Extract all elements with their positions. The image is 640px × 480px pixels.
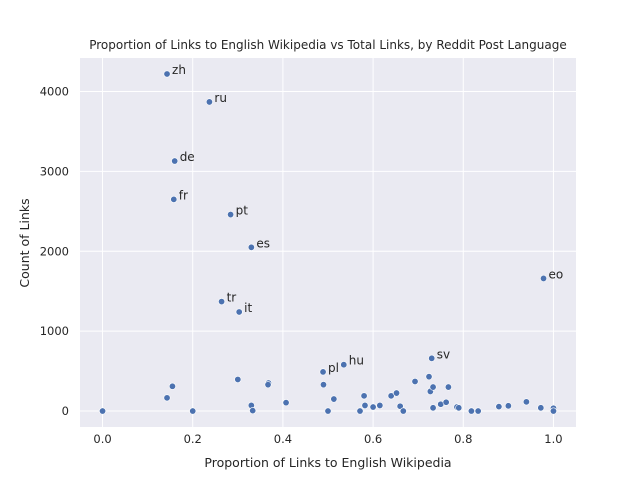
- chart-title: Proportion of Links to English Wikipedia…: [89, 38, 567, 52]
- data-point: [444, 383, 452, 391]
- data-point: [425, 373, 433, 381]
- point-label: sv: [437, 347, 450, 361]
- data-point: [411, 377, 419, 385]
- data-point: [549, 407, 557, 415]
- grid: [80, 58, 576, 427]
- data-point: [361, 401, 369, 409]
- data-point: [504, 402, 512, 410]
- point-label: ru: [214, 91, 227, 105]
- y-tick-label: 4000: [40, 85, 69, 99]
- data-point: [227, 211, 235, 219]
- data-point: [247, 243, 255, 251]
- data-point: [442, 398, 450, 406]
- y-tick-label: 1000: [40, 324, 69, 338]
- x-tick-label: 0.0: [93, 432, 111, 446]
- x-tick-label: 0.6: [364, 432, 382, 446]
- point-label: es: [256, 236, 270, 250]
- point-label: fr: [179, 188, 188, 202]
- y-axis-title: Count of Links: [17, 198, 32, 287]
- x-axis-title: Proportion of Links to English Wikipedia: [204, 455, 451, 470]
- data-point: [428, 354, 436, 362]
- data-point: [99, 407, 107, 415]
- x-tick-label: 0.2: [184, 432, 202, 446]
- data-point: [330, 395, 338, 403]
- point-label: pt: [236, 204, 249, 218]
- x-tick-labels: 0.0 0.2 0.4 0.6 0.8 1.0: [93, 432, 562, 446]
- y-tick-labels: 0 1000 2000 3000 4000: [40, 85, 69, 418]
- x-tick-label: 0.4: [274, 432, 292, 446]
- point-label: hu: [349, 354, 364, 368]
- data-point: [319, 368, 327, 376]
- data-point: [324, 407, 332, 415]
- data-point: [467, 407, 475, 415]
- point-label: de: [180, 150, 195, 164]
- data-point: [474, 407, 482, 415]
- x-tick-label: 0.8: [454, 432, 472, 446]
- y-tick-label: 3000: [40, 164, 69, 178]
- point-label: pl: [328, 361, 339, 375]
- data-point: [376, 401, 384, 409]
- y-tick-label: 2000: [40, 244, 69, 258]
- data-point: [455, 404, 463, 412]
- data-point: [235, 308, 243, 316]
- data-point: [249, 407, 257, 415]
- data-point: [396, 402, 404, 410]
- data-point: [218, 298, 226, 306]
- data-point: [537, 404, 545, 412]
- data-point: [189, 407, 197, 415]
- data-point: [356, 407, 364, 415]
- data-point: [340, 361, 348, 369]
- data-point: [264, 381, 272, 389]
- plot-background: [80, 58, 576, 427]
- data-point: [282, 399, 290, 407]
- y-tick-label: 0: [62, 404, 69, 418]
- data-point: [360, 392, 368, 400]
- data-points: [99, 70, 557, 415]
- data-point: [168, 382, 176, 390]
- point-label: zh: [172, 63, 186, 77]
- data-point: [429, 404, 437, 412]
- data-point: [170, 195, 178, 203]
- data-point: [522, 398, 530, 406]
- data-point: [234, 375, 242, 383]
- data-point: [393, 389, 401, 397]
- data-point: [540, 274, 548, 282]
- data-point: [429, 383, 437, 391]
- point-label: tr: [227, 291, 237, 305]
- data-point: [369, 403, 377, 411]
- data-point: [495, 403, 503, 411]
- data-point: [205, 98, 213, 106]
- data-point: [399, 407, 407, 415]
- data-point: [387, 392, 395, 400]
- x-tick-label: 1.0: [544, 432, 562, 446]
- data-point: [163, 70, 171, 78]
- data-point: [171, 157, 179, 165]
- data-point: [319, 381, 327, 389]
- data-point: [163, 394, 171, 402]
- point-label: it: [244, 301, 252, 315]
- point-label: eo: [549, 267, 564, 281]
